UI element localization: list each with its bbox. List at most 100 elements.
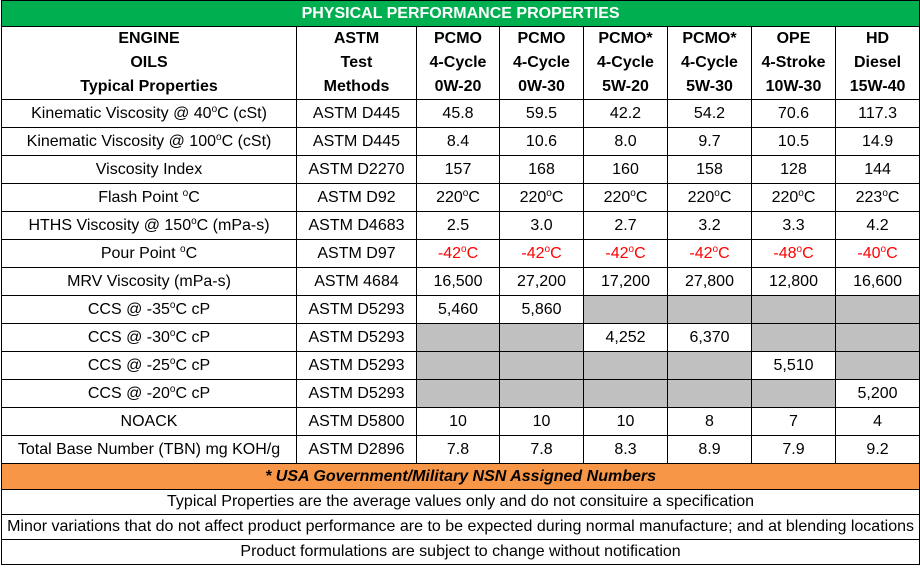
header-col-6-type: HD [834,26,920,51]
property-name-unit: C cP [175,300,211,318]
table-row: HTHS Viscosity @ 150oC (mPa-s) ASTM D4683… [1,211,920,240]
value-cell [583,379,668,408]
table-row: NOACK ASTM D5800 10 10 10 8 7 4 [1,407,920,436]
value-cell: 220oC [499,183,584,212]
property-name: HTHS Viscosity @ 150oC (mPa-s) [1,211,297,240]
degree-mark: o [180,243,186,255]
degree-mark: o [546,187,552,199]
header-col-2-type: PCMO [499,26,584,51]
table-row: CCS @ -25oC cP ASTM D5293 5,510 [1,351,920,380]
property-name: Kinematic Viscosity @ 40oC (cSt) [1,99,297,128]
value-cell: -42oC [499,239,584,268]
note-minor-variations: Minor variations that do not affect prod… [0,514,920,540]
property-name-text: CCS @ -20 [87,384,170,402]
degree-unit: C [550,244,562,262]
degree-mark: o [462,187,469,199]
test-method: ASTM D5293 [296,351,417,380]
property-name: NOACK [1,407,297,436]
header-engine: ENGINE [1,26,297,51]
test-method: ASTM D5293 [296,379,417,408]
property-name: Total Base Number (TBN) mg KOH/g [1,435,297,464]
property-name: CCS @ -35oC cP [1,295,297,324]
degree-mark: o [191,215,197,227]
value-cell: 12,800 [751,267,836,296]
table-row: Total Base Number (TBN) mg KOH/g ASTM D28… [1,435,920,464]
value-cell [834,351,920,380]
property-name: Flash Point oC [1,183,297,212]
value-text: 27,800 [685,272,734,290]
value-text: -42 [521,244,545,262]
value-cell: 220oC [751,183,836,212]
value-text: 7 [789,412,798,430]
value-cell: 9.7 [667,127,752,156]
value-cell: 3.3 [751,211,836,240]
property-name: CCS @ -30oC cP [1,323,297,352]
header-col-4-type: PCMO* [667,26,752,51]
value-cell: 220oC [416,183,500,212]
value-text: 7.8 [530,440,553,458]
value-cell [416,379,500,408]
property-name-text: Kinematic Viscosity @ 40 [31,104,212,122]
property-name: Viscosity Index [1,155,297,184]
value-text: 8.0 [614,132,637,150]
header-col-3-cycle: 4-Cycle [583,51,668,75]
test-method: ASTM 4684 [296,267,417,296]
value-text: -42 [605,244,629,262]
value-cell: 7.8 [416,435,500,464]
header-test: Test [296,51,417,75]
value-cell: 10 [499,407,584,436]
value-cell: 16,500 [416,267,500,296]
value-text: 160 [612,160,639,178]
degree-mark: o [798,187,804,199]
value-cell: -42oC [416,239,500,268]
degree-mark: o [630,187,636,199]
property-name-text: CCS @ -35 [87,300,170,318]
value-cell: 9.2 [834,435,920,464]
value-cell: 4,252 [583,323,668,352]
value-cell: 8.9 [667,435,752,464]
header-col-3-type: PCMO* [583,26,668,51]
value-cell [667,351,752,380]
value-cell: 5,460 [416,295,500,324]
header-methods: Methods [296,75,417,100]
header-col-5-type: OPE [751,26,836,51]
value-text: 10.5 [777,132,810,150]
value-text: 128 [780,160,807,178]
value-cell: 5,510 [751,351,836,380]
value-cell: 70.6 [751,99,836,128]
value-text: 7.8 [446,440,470,458]
value-cell: 220oC [583,183,668,212]
value-text: 157 [444,160,472,178]
value-text: 27,200 [517,272,566,290]
value-cell: 59.5 [499,99,584,128]
value-cell [834,323,920,352]
value-text: 5,460 [437,300,479,318]
degree-mark: o [169,383,176,395]
property-name-unit: C (cSt) [221,132,272,150]
value-cell: 7 [751,407,836,436]
value-text: 5,510 [773,356,814,374]
table-row: Flash Point oC ASTM D92 220oC 220oC 220oC 220… [1,183,920,212]
property-name-text: Kinematic Viscosity @ 100 [26,132,216,150]
header-typical-properties: Typical Properties [1,75,297,100]
table-row: CCS @ -35oC cP ASTM D5293 5,460 5,860 [1,295,920,324]
table-title: PHYSICAL PERFORMANCE PROPERTIES [0,0,920,27]
value-cell [416,323,500,352]
value-cell: 128 [751,155,836,184]
header-col-3-grade: 5W-20 [583,75,668,100]
table-row: Pour Point oC ASTM D97 -42oC -42oC -42oC -42o… [1,239,920,268]
value-cell: 158 [667,155,752,184]
value-cell [499,379,584,408]
value-cell: -42oC [583,239,668,268]
value-cell: 4 [834,407,920,436]
table-title-row: PHYSICAL PERFORMANCE PROPERTIES [0,0,920,27]
value-text: 8 [705,412,714,430]
value-text: 220 [771,188,799,206]
value-text: 9.2 [866,440,889,458]
property-name-unit: C [185,244,198,262]
value-cell: 160 [583,155,668,184]
property-name: Pour Point oC [1,239,297,268]
degree-unit: C [887,188,900,206]
degree-mark: o [461,243,467,255]
